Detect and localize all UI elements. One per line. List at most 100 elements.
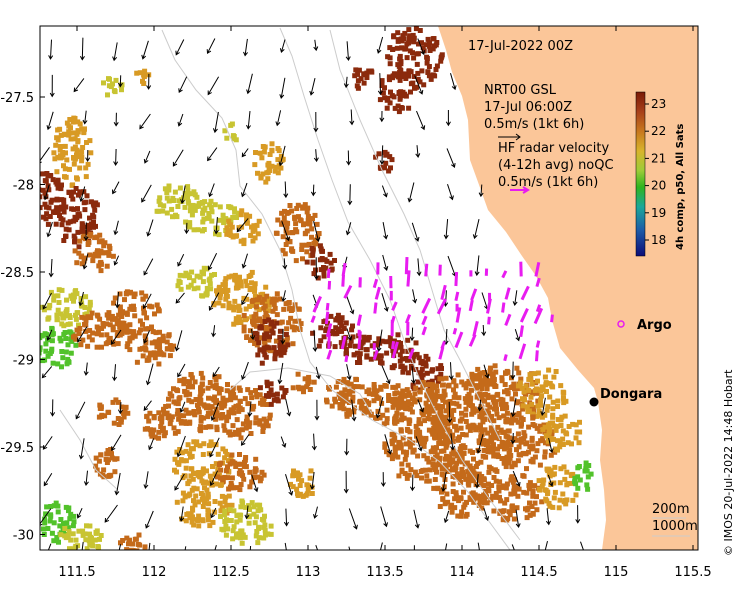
sst-pixel	[114, 456, 120, 462]
sst-pixel	[355, 71, 361, 77]
sst-pixel	[496, 415, 502, 421]
sst-pixel	[477, 423, 483, 429]
sst-pixel	[485, 445, 491, 450]
sst-pixel	[275, 157, 281, 163]
sst-pixel	[472, 495, 478, 501]
sst-pixel	[470, 422, 476, 428]
sst-pixel	[534, 507, 540, 513]
sst-pixel	[169, 393, 175, 399]
sst-pixel	[267, 325, 273, 331]
sst-pixel	[104, 321, 109, 327]
sst-pixel	[376, 395, 382, 401]
sst-pixel	[261, 296, 267, 302]
gsl-arrow	[117, 402, 123, 415]
sst-pixel	[130, 332, 136, 338]
sst-pixel	[315, 275, 321, 281]
sst-pixel	[107, 76, 112, 82]
sst-pixel	[547, 473, 553, 479]
sst-pixel	[88, 315, 94, 321]
sst-pixel	[115, 341, 121, 347]
sst-pixel	[174, 387, 179, 393]
sst-pixel	[278, 339, 284, 345]
sst-pixel	[572, 479, 578, 485]
sst-pixel	[125, 410, 131, 416]
gsl-arrow	[241, 253, 248, 269]
sst-pixel	[352, 343, 358, 349]
sst-pixel	[495, 424, 501, 430]
sst-pixel	[144, 357, 150, 363]
sst-pixel	[29, 206, 34, 211]
sst-pixel	[311, 240, 317, 246]
y-tick-label: -28.5	[0, 266, 34, 281]
sst-pixel	[415, 70, 421, 76]
gsl-arrow	[114, 472, 121, 496]
sst-pixel	[150, 329, 156, 335]
hf-arrow	[535, 277, 541, 288]
gsl-arrow	[83, 362, 89, 376]
sst-pixel	[545, 404, 551, 410]
sst-pixel	[333, 325, 339, 331]
hf-arrow	[406, 270, 411, 287]
sst-pixel	[86, 334, 92, 340]
sst-pixel	[212, 394, 218, 400]
sst-pixel	[209, 272, 214, 278]
hf-arrow	[440, 284, 447, 300]
sst-pixel	[383, 152, 389, 158]
sst-pixel	[40, 350, 42, 356]
sst-pixel	[77, 326, 83, 331]
sst-pixel	[60, 315, 66, 321]
gsl-arrow	[416, 258, 422, 277]
sst-pixel	[57, 523, 63, 529]
sst-pixel	[156, 337, 162, 343]
hf-arrow	[501, 270, 508, 279]
sst-pixel	[423, 353, 429, 359]
sst-pixel	[434, 445, 439, 451]
hf-arrow	[341, 262, 347, 277]
sst-pixel	[453, 474, 458, 480]
sst-pixel	[506, 460, 512, 466]
sst-pixel	[143, 340, 149, 346]
sst-pixel	[208, 198, 214, 204]
sst-pixel	[453, 424, 459, 430]
gsl-arrow	[315, 366, 321, 380]
sst-pixel	[332, 258, 337, 263]
sst-pixel	[204, 468, 209, 474]
sst-pixel	[223, 494, 229, 500]
sst-pixel	[80, 528, 86, 534]
gsl-arrow	[172, 149, 184, 167]
sst-pixel	[406, 472, 412, 478]
sst-pixel	[400, 93, 406, 99]
sst-pixel	[295, 202, 301, 208]
sst-pixel	[67, 166, 72, 172]
sst-pixel	[194, 486, 200, 492]
sst-pixel	[530, 459, 536, 465]
sst-pixel	[506, 454, 512, 460]
sst-pixel	[220, 403, 226, 409]
sst-pixel	[202, 500, 207, 506]
sst-pixel	[230, 385, 236, 391]
sst-pixel	[56, 287, 62, 293]
sst-pixel	[534, 425, 540, 431]
hf-arrow	[535, 350, 539, 362]
sst-pixel	[447, 461, 453, 467]
gsl-arrow	[450, 433, 455, 451]
sst-pixel	[55, 361, 61, 367]
sst-pixel	[34, 182, 39, 187]
sst-pixel	[167, 421, 173, 427]
sst-pixel	[230, 528, 236, 534]
sst-pixel	[205, 410, 211, 416]
sst-pixel	[248, 390, 254, 396]
sst-pixel	[375, 408, 381, 414]
sst-pixel	[409, 365, 414, 371]
sst-pixel	[111, 88, 117, 93]
sst-pixel	[206, 395, 211, 401]
sst-pixel	[402, 403, 407, 409]
sst-pixel	[273, 297, 279, 303]
sst-pixel	[220, 479, 226, 485]
sst-pixel	[261, 535, 267, 541]
sst-pixel	[241, 237, 247, 243]
sst-pixel	[174, 449, 180, 455]
sst-pixel	[463, 406, 469, 412]
sst-pixel	[522, 451, 528, 457]
sst-pixel	[270, 308, 276, 314]
